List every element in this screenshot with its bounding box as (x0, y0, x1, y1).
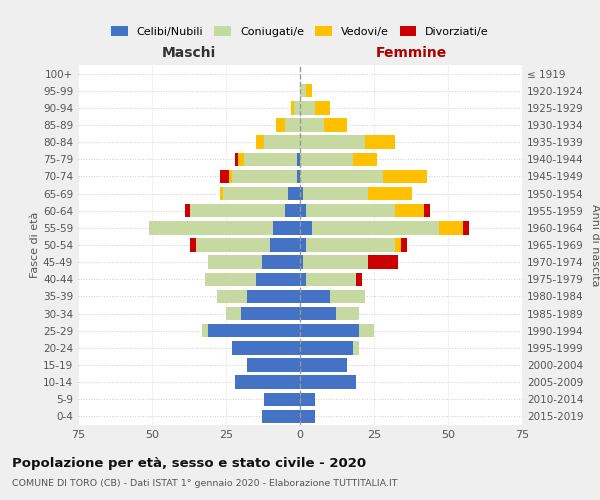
Bar (306, 84, 312, 98)
Y-axis label: Anni di nascita: Anni di nascita (590, 204, 600, 286)
Bar (300, 204, 306, 218)
Text: Maschi: Maschi (162, 46, 216, 60)
Bar (356, 272, 362, 286)
Bar (439, 221, 463, 234)
Bar (353, 152, 377, 166)
Bar (300, 136, 365, 149)
Bar (323, 118, 347, 132)
Bar (300, 392, 315, 406)
Bar (208, 256, 262, 269)
Bar (285, 118, 300, 132)
Bar (300, 272, 306, 286)
Bar (303, 256, 368, 269)
Bar (285, 204, 300, 218)
Bar (368, 256, 398, 269)
Bar (226, 307, 241, 320)
Bar (297, 152, 300, 166)
Bar (220, 187, 223, 200)
Bar (300, 307, 335, 320)
Y-axis label: Fasce di età: Fasce di età (30, 212, 40, 278)
Bar (300, 101, 315, 114)
Text: COMUNE DI TORO (CB) - Dati ISTAT 1° gennaio 2020 - Elaborazione TUTTITALIA.IT: COMUNE DI TORO (CB) - Dati ISTAT 1° genn… (12, 479, 398, 488)
Bar (359, 324, 374, 338)
Bar (300, 376, 356, 389)
Bar (262, 256, 300, 269)
Bar (395, 238, 401, 252)
Text: Femmine: Femmine (376, 46, 446, 60)
Bar (256, 272, 300, 286)
Bar (288, 187, 300, 200)
Bar (306, 272, 356, 286)
Bar (265, 136, 300, 149)
Bar (229, 170, 232, 183)
Bar (300, 341, 353, 354)
Bar (297, 170, 300, 183)
Bar (300, 358, 347, 372)
Bar (300, 152, 353, 166)
Bar (300, 170, 383, 183)
Bar (244, 152, 297, 166)
Bar (190, 238, 196, 252)
Bar (247, 290, 300, 303)
Bar (329, 290, 365, 303)
Bar (220, 170, 229, 183)
Bar (306, 204, 395, 218)
Bar (185, 204, 190, 218)
Bar (265, 392, 300, 406)
Bar (300, 256, 303, 269)
Bar (365, 136, 395, 149)
Bar (383, 170, 427, 183)
Bar (300, 187, 303, 200)
Bar (291, 101, 294, 114)
Bar (241, 307, 300, 320)
Bar (271, 238, 300, 252)
Bar (303, 187, 368, 200)
Bar (235, 376, 300, 389)
Bar (205, 272, 256, 286)
Bar (202, 324, 208, 338)
Bar (424, 204, 430, 218)
Bar (232, 341, 300, 354)
Bar (300, 221, 312, 234)
Bar (353, 341, 359, 354)
Bar (262, 410, 300, 423)
Bar (196, 238, 271, 252)
Bar (300, 290, 329, 303)
Bar (335, 307, 359, 320)
Bar (190, 204, 285, 218)
Bar (217, 290, 247, 303)
Bar (463, 221, 469, 234)
Bar (300, 84, 306, 98)
Bar (247, 358, 300, 372)
Bar (315, 101, 329, 114)
Bar (208, 324, 300, 338)
Bar (306, 238, 395, 252)
Bar (300, 118, 323, 132)
Bar (368, 187, 412, 200)
Bar (300, 410, 315, 423)
Text: Popolazione per età, sesso e stato civile - 2020: Popolazione per età, sesso e stato civil… (12, 458, 366, 470)
Bar (274, 221, 300, 234)
Bar (300, 324, 359, 338)
Bar (223, 187, 288, 200)
Bar (312, 221, 439, 234)
Legend: Celibi/Nubili, Coniugati/e, Vedovi/e, Divorziati/e: Celibi/Nubili, Coniugati/e, Vedovi/e, Di… (107, 22, 493, 42)
Bar (238, 152, 244, 166)
Bar (256, 136, 265, 149)
Bar (401, 238, 407, 252)
Bar (395, 204, 424, 218)
Bar (277, 118, 285, 132)
Bar (149, 221, 274, 234)
Bar (235, 152, 238, 166)
Bar (232, 170, 297, 183)
Bar (300, 238, 306, 252)
Bar (294, 101, 300, 114)
